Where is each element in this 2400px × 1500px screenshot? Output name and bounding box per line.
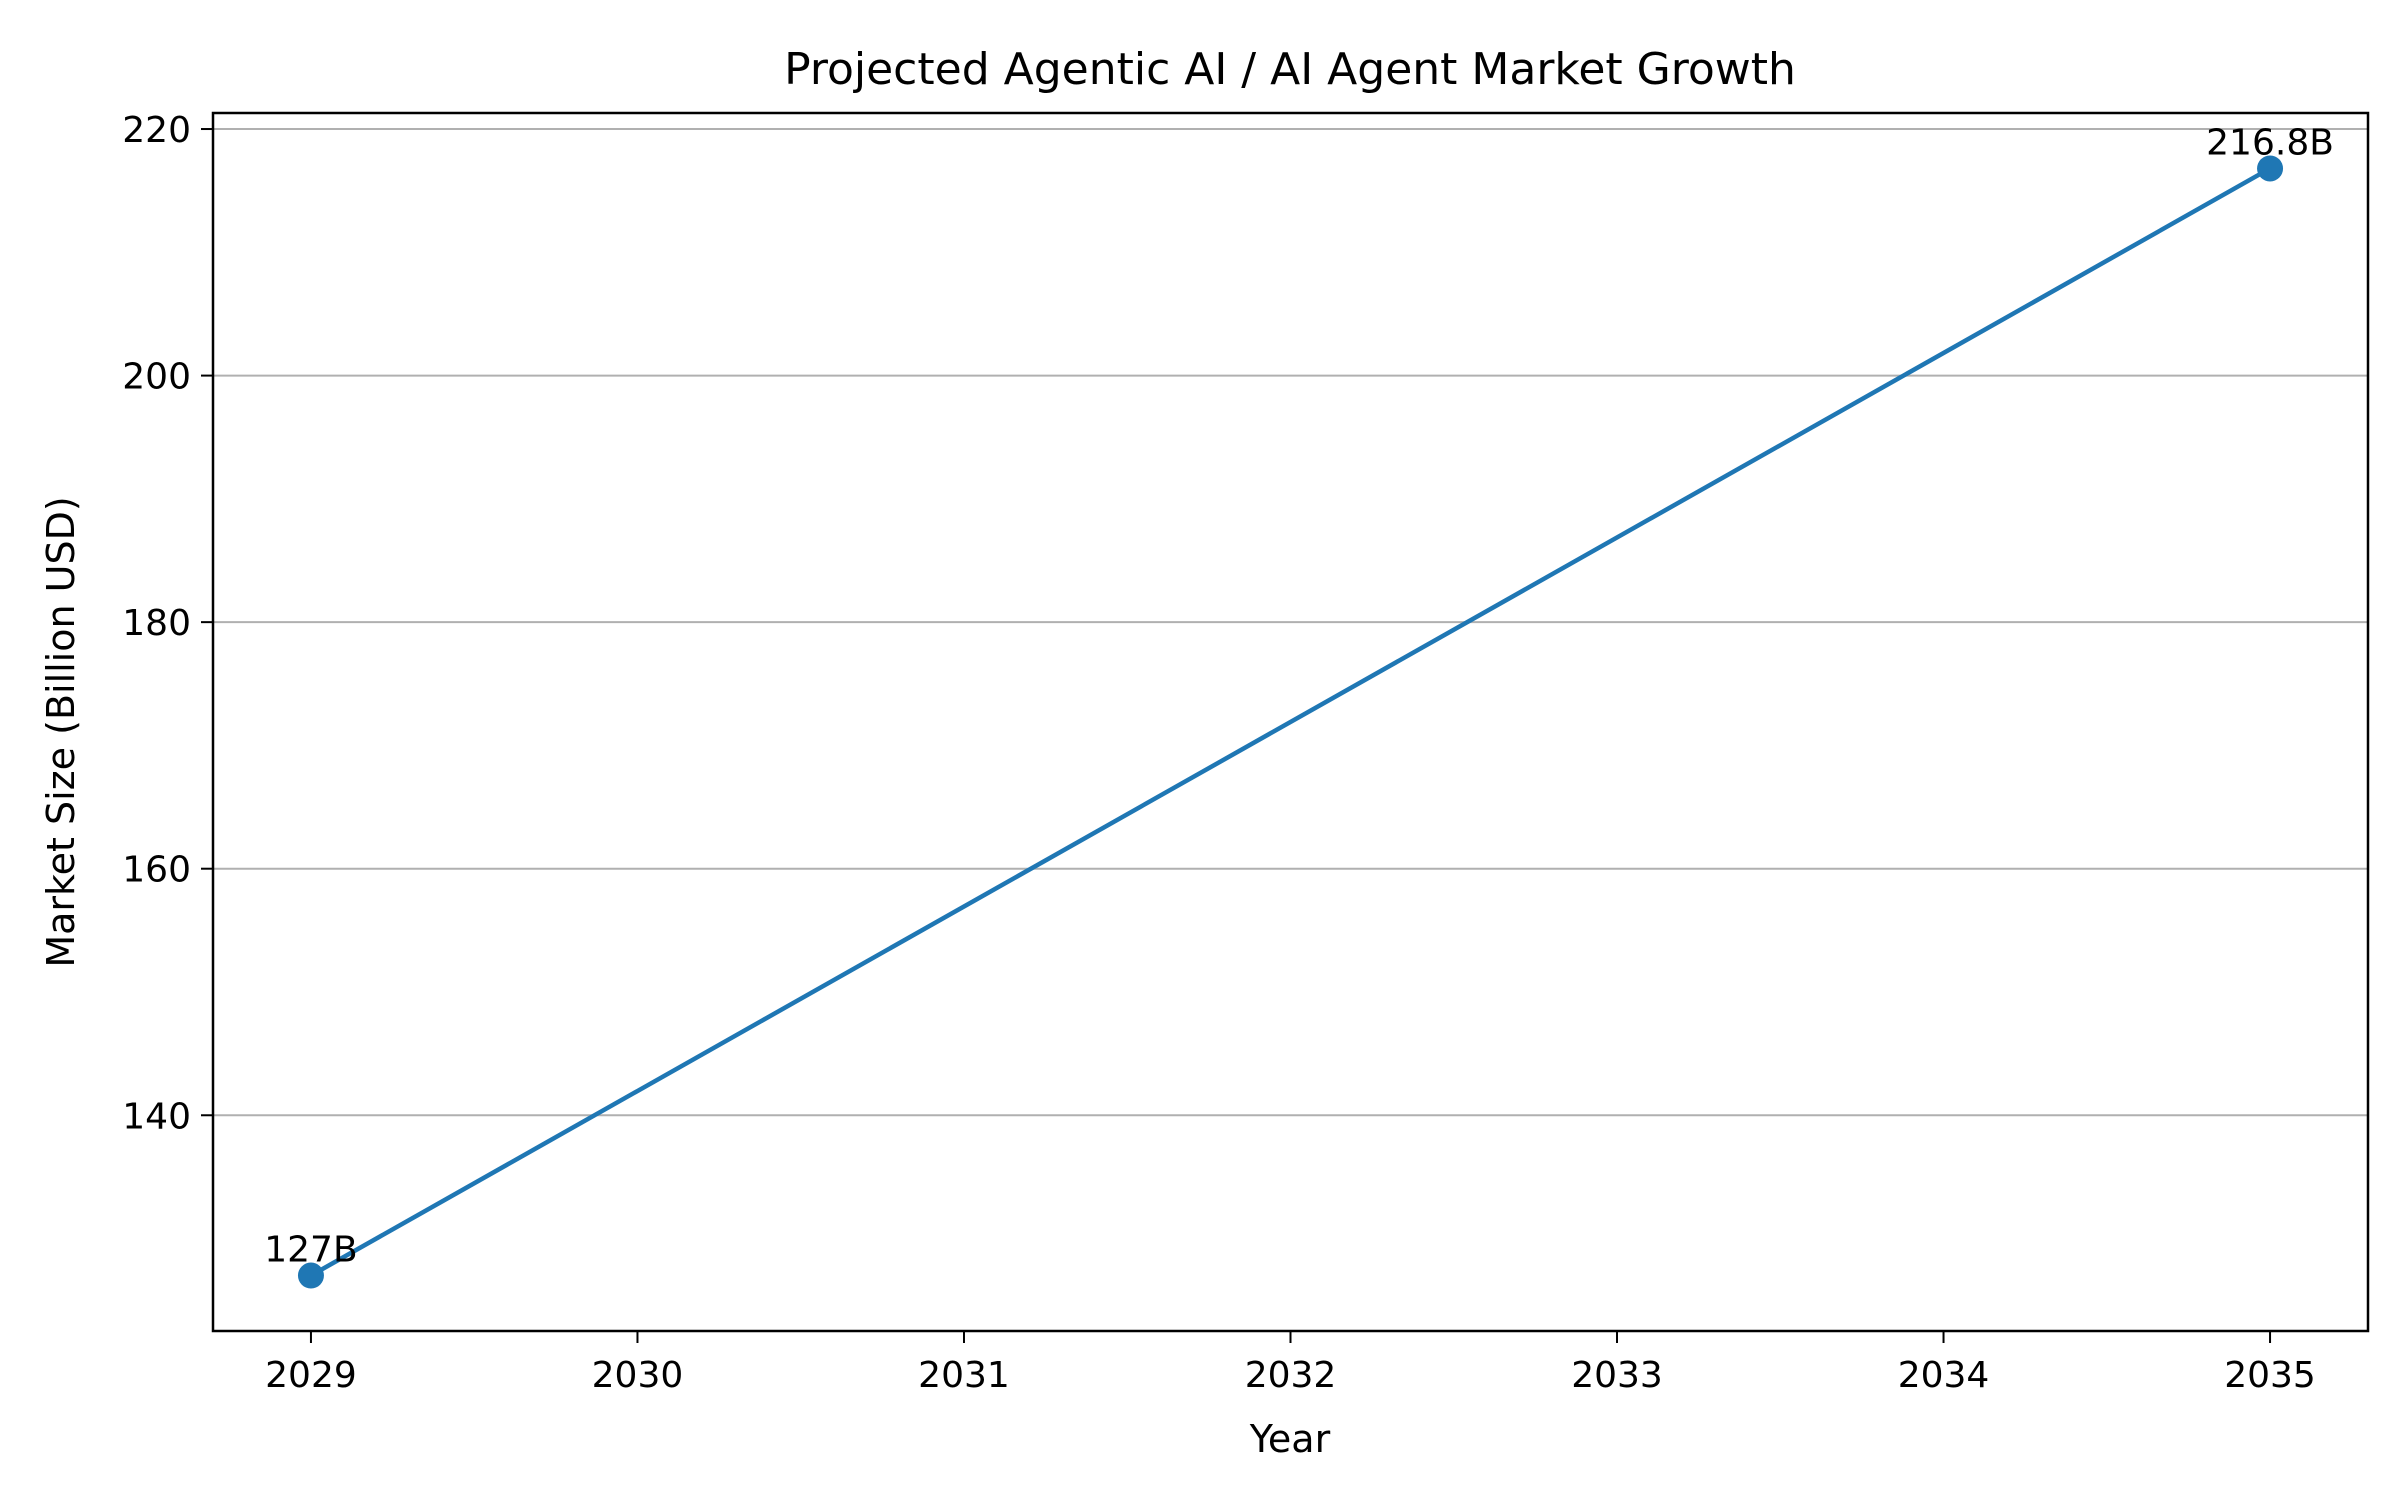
- x-tick-label: 2029: [265, 1355, 357, 1396]
- x-axis-label: Year: [1249, 1417, 1331, 1461]
- x-tick-label: 2035: [2224, 1355, 2316, 1396]
- y-tick-label: 180: [122, 603, 191, 644]
- chart-title: Projected Agentic AI / AI Agent Market G…: [784, 44, 1796, 95]
- series-line: [309, 166, 2272, 1278]
- y-tick-label: 200: [122, 357, 191, 398]
- data-label: 127B: [264, 1230, 357, 1271]
- data-label: 216.8B: [2206, 122, 2334, 163]
- tick-layer: 140 160 180 200 220 2029 2030 2031 2032 2033 2034 2…: [122, 110, 2316, 1396]
- series-layer: 127B 216.8B: [264, 122, 2334, 1289]
- data-point: [297, 1262, 324, 1289]
- y-tick-label: 160: [122, 850, 191, 891]
- x-tick-label: 2034: [1898, 1355, 1990, 1396]
- y-tick-label: 220: [122, 110, 191, 151]
- data-point: [2257, 155, 2284, 182]
- y-tick-label: 140: [122, 1096, 191, 1137]
- x-tick-label: 2030: [592, 1355, 684, 1396]
- x-tick-label: 2031: [918, 1355, 1010, 1396]
- x-tick-label: 2032: [1245, 1355, 1337, 1396]
- grid-lines: [213, 128, 2368, 1117]
- y-axis-label: Market Size (Billion USD): [39, 496, 83, 967]
- x-tick-label: 2033: [1571, 1355, 1663, 1396]
